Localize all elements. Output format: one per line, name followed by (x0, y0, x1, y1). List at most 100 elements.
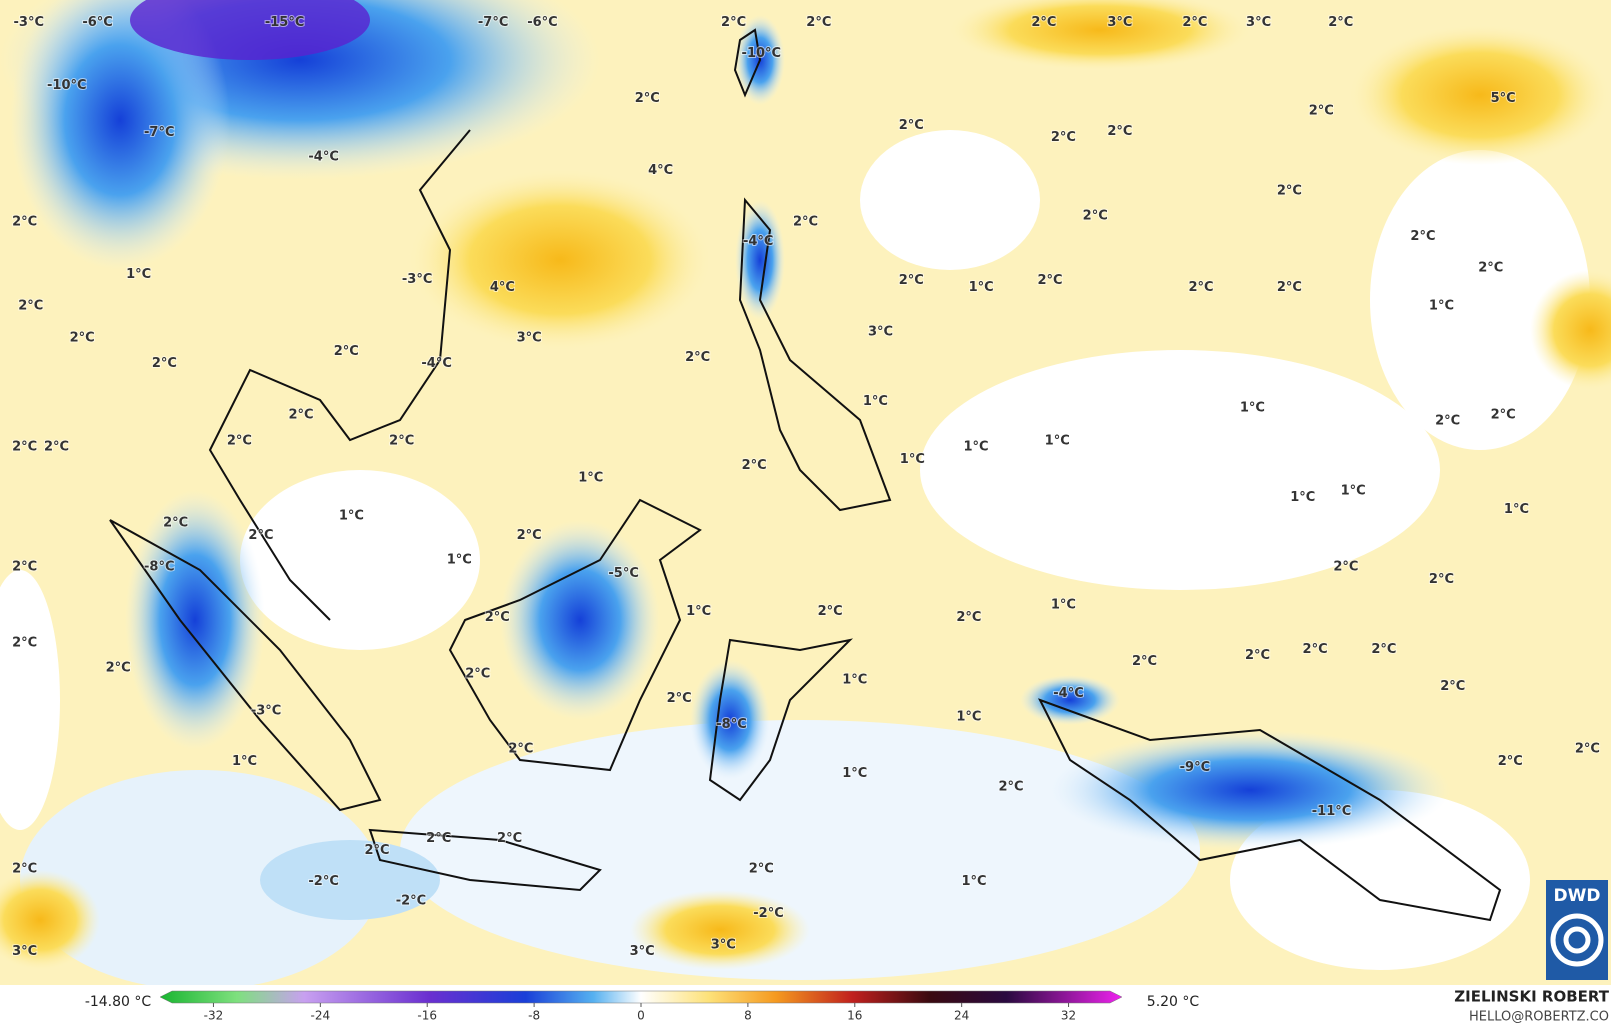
temp-label: 2°C (44, 439, 69, 454)
temp-label: 2°C (1429, 572, 1454, 587)
colorbar-tick-label: -24 (311, 1009, 331, 1023)
temp-label: 2°C (106, 660, 131, 675)
temp-label: 2°C (1575, 741, 1600, 756)
temp-label: -2°C (396, 894, 426, 909)
cold-areas (0, 0, 1450, 920)
temp-label: 2°C (1371, 642, 1396, 657)
temp-label: 1°C (1341, 484, 1366, 499)
colorbar-max: 5.20 °C (1147, 994, 1200, 1010)
temp-label: 2°C (152, 356, 177, 371)
temp-label: 2°C (12, 560, 37, 575)
temp-label: 1°C (964, 439, 989, 454)
temp-label: 1°C (447, 552, 472, 567)
colorbar-tick-label: 8 (744, 1009, 752, 1023)
temp-label: 2°C (1051, 130, 1076, 145)
temp-label: 2°C (12, 439, 37, 454)
temp-label: -9°C (1180, 760, 1210, 775)
temp-label: 2°C (998, 780, 1023, 795)
temp-label: 2°C (1309, 103, 1334, 118)
temp-label: 1°C (1045, 433, 1070, 448)
colorbar-tick-label: -16 (417, 1009, 437, 1023)
temp-label: 1°C (863, 394, 888, 409)
temp-label: 1°C (1051, 598, 1076, 613)
temp-label: -8°C (144, 560, 174, 575)
temp-label: 2°C (1498, 754, 1523, 769)
temp-label: -4°C (1053, 686, 1083, 701)
temp-label: 1°C (232, 754, 257, 769)
temp-label: -7°C (144, 125, 174, 140)
temp-label: 2°C (749, 862, 774, 877)
coastlines (109, 28, 1502, 922)
temp-label: 2°C (248, 528, 273, 543)
temp-label: 2°C (334, 344, 359, 359)
temp-label: 2°C (1478, 261, 1503, 276)
temp-label: 2°C (465, 666, 490, 681)
temp-label: 2°C (1189, 280, 1214, 295)
temp-label: -15°C (265, 15, 305, 30)
temp-label: -4°C (743, 234, 773, 249)
temp-label: 2°C (635, 91, 660, 106)
dwd-logo: DWD (1546, 880, 1608, 980)
temp-label: -3°C (14, 15, 44, 30)
colorbar-tick-label: 0 (637, 1009, 645, 1023)
temp-label: 3°C (711, 938, 736, 953)
temp-label: 1°C (842, 766, 867, 781)
temp-label: 1°C (1429, 299, 1454, 314)
colorbar-tick-label: -32 (204, 1009, 224, 1023)
logo-text: DWD (1554, 886, 1601, 906)
temp-label: -6°C (82, 15, 112, 30)
temp-label: 1°C (1504, 502, 1529, 517)
temp-label: 2°C (1245, 648, 1270, 663)
temp-label: 2°C (1037, 273, 1062, 288)
temp-label: -11°C (1312, 804, 1352, 819)
temp-label: 3°C (1107, 15, 1132, 30)
temp-label: -3°C (402, 272, 432, 287)
colorbar: -32 -24 -16 -8 0 8 16 24 32 (159, 990, 1123, 1023)
temp-label: 2°C (508, 741, 533, 756)
temp-label: 2°C (12, 636, 37, 651)
colorbar-fill (159, 990, 1123, 1004)
temp-label: 2°C (793, 214, 818, 229)
temp-label: 2°C (818, 604, 843, 619)
temp-label: 2°C (288, 408, 313, 423)
temp-label: 3°C (1246, 15, 1271, 30)
temp-label: 2°C (12, 862, 37, 877)
temp-label: 1°C (969, 280, 994, 295)
colorbar-tick-label: 24 (954, 1009, 969, 1023)
temp-label: 2°C (497, 831, 522, 846)
temp-label: 2°C (1107, 124, 1132, 139)
temp-label: 2°C (485, 610, 510, 625)
temp-label: 4°C (648, 163, 673, 178)
temp-label: -7°C (478, 15, 508, 30)
temp-label: 2°C (1277, 280, 1302, 295)
temp-label: 2°C (667, 691, 692, 706)
temp-label: -10°C (742, 46, 782, 61)
temp-label: 5°C (1491, 91, 1516, 106)
temp-label: 2°C (806, 15, 831, 30)
temp-label: 2°C (18, 299, 43, 314)
temp-label: -4°C (308, 150, 338, 165)
temp-label: 2°C (1132, 654, 1157, 669)
temp-label: 2°C (12, 214, 37, 229)
temp-label: 2°C (1182, 15, 1207, 30)
temp-label: 2°C (1303, 642, 1328, 657)
temp-label: 2°C (1083, 208, 1108, 223)
temp-label: 2°C (389, 433, 414, 448)
colorbar-tick-label: 16 (847, 1009, 862, 1023)
temp-label: 1°C (956, 710, 981, 725)
temp-label: 2°C (1277, 184, 1302, 199)
temp-label: 3°C (630, 944, 655, 959)
temp-label: 1°C (339, 508, 364, 523)
colorbar-min: -14.80 °C (85, 994, 152, 1010)
temp-label: 2°C (365, 843, 390, 858)
colorbar-tick-label: -8 (528, 1009, 540, 1023)
map: -3°C -6°C -15°C -7°C -6°C 2°C 2°C 2°C 3°C 2°C 3°C 2… (0, 0, 1611, 985)
temp-label: 2°C (1328, 15, 1353, 30)
temp-label: 3°C (868, 324, 893, 339)
temp-label: 2°C (517, 528, 542, 543)
temp-label: 1°C (126, 267, 151, 282)
temp-label: 2°C (1410, 229, 1435, 244)
temp-label: 2°C (227, 433, 252, 448)
temp-label: 2°C (1491, 408, 1516, 423)
temp-label: -4°C (421, 356, 451, 371)
